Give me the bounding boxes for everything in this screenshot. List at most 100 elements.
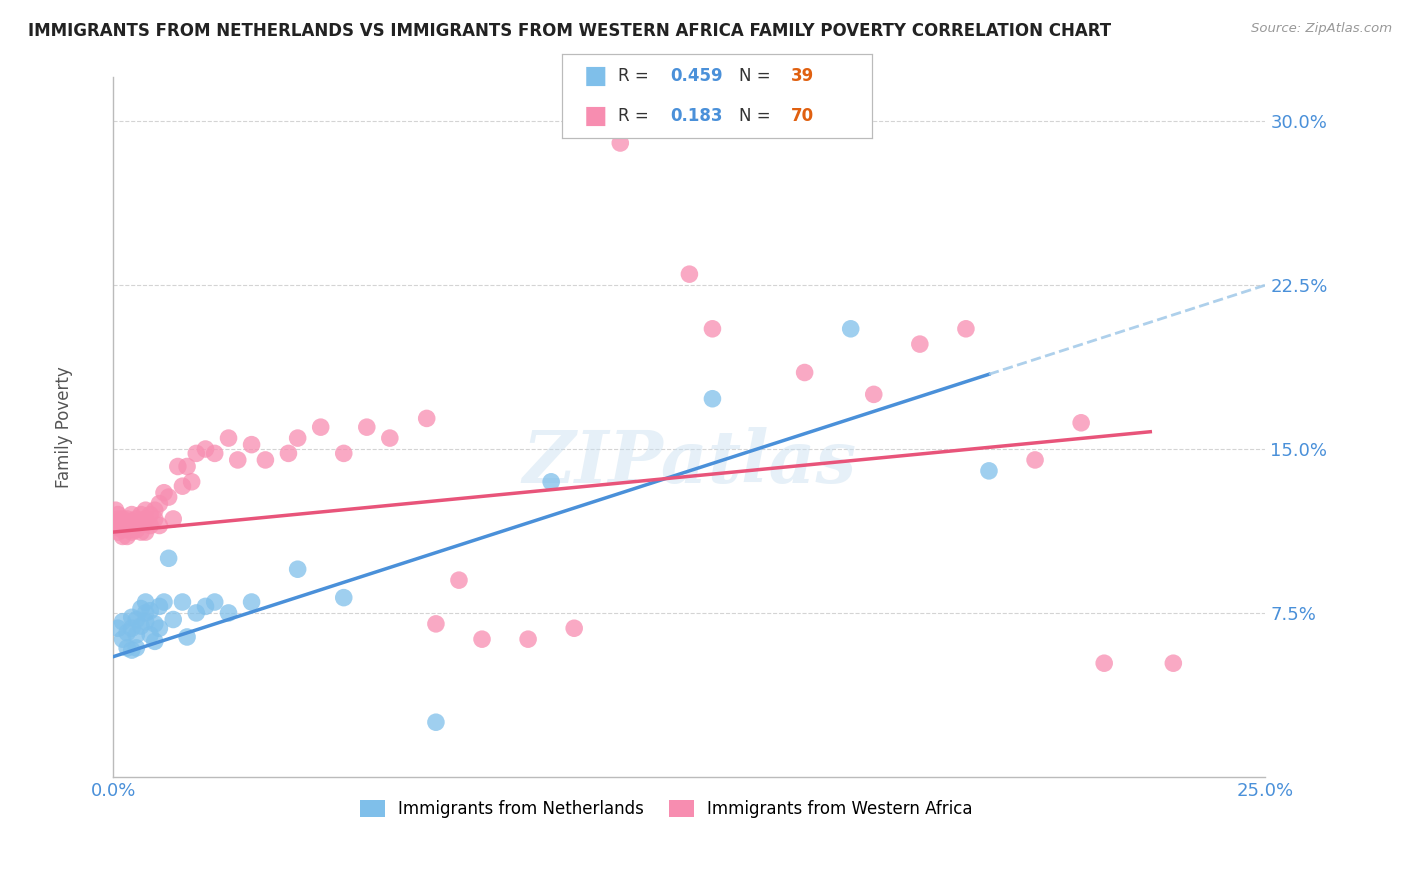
Point bbox=[277, 446, 299, 460]
Point bbox=[139, 518, 162, 533]
Point bbox=[194, 442, 217, 456]
Point bbox=[186, 446, 208, 460]
Point bbox=[153, 595, 176, 609]
Point bbox=[471, 632, 494, 647]
Point bbox=[104, 503, 127, 517]
Point bbox=[125, 523, 148, 537]
Text: 39: 39 bbox=[792, 67, 814, 85]
Point bbox=[153, 485, 176, 500]
Point bbox=[115, 518, 138, 533]
Point bbox=[204, 446, 226, 460]
Text: 0.459: 0.459 bbox=[671, 67, 723, 85]
Point bbox=[378, 431, 401, 445]
Point bbox=[125, 518, 148, 533]
Point bbox=[125, 640, 148, 655]
Point bbox=[139, 604, 162, 618]
Point bbox=[115, 529, 138, 543]
Point bbox=[977, 464, 1000, 478]
Point bbox=[111, 512, 134, 526]
Point bbox=[107, 508, 129, 522]
Point bbox=[447, 573, 470, 587]
Point bbox=[121, 643, 143, 657]
Y-axis label: Family Poverty: Family Poverty bbox=[55, 367, 73, 488]
Point bbox=[135, 512, 157, 526]
Point bbox=[148, 518, 170, 533]
Point bbox=[129, 619, 152, 633]
Point bbox=[121, 610, 143, 624]
Point bbox=[107, 521, 129, 535]
Point bbox=[125, 628, 148, 642]
Point bbox=[121, 523, 143, 537]
Point bbox=[135, 595, 157, 609]
Point bbox=[186, 606, 208, 620]
Point bbox=[425, 715, 447, 730]
Point bbox=[115, 625, 138, 640]
Point bbox=[862, 387, 884, 401]
Point bbox=[121, 621, 143, 635]
Point bbox=[955, 322, 977, 336]
Point bbox=[562, 621, 585, 635]
Point bbox=[1024, 453, 1046, 467]
Point bbox=[107, 621, 129, 635]
Point bbox=[121, 514, 143, 528]
Point bbox=[143, 512, 166, 526]
Point bbox=[157, 551, 180, 566]
Point bbox=[111, 516, 134, 531]
Point bbox=[702, 392, 724, 406]
Point bbox=[125, 512, 148, 526]
Text: ZIPatlas: ZIPatlas bbox=[523, 426, 856, 498]
Point bbox=[129, 524, 152, 539]
Point bbox=[287, 431, 309, 445]
Point bbox=[135, 503, 157, 517]
Point bbox=[143, 616, 166, 631]
Point bbox=[143, 503, 166, 517]
Point bbox=[540, 475, 562, 489]
Point bbox=[129, 601, 152, 615]
Point bbox=[678, 267, 700, 281]
Point bbox=[204, 595, 226, 609]
Point bbox=[254, 453, 277, 467]
Point bbox=[1163, 657, 1185, 671]
Point bbox=[135, 615, 157, 629]
Point bbox=[111, 615, 134, 629]
Point bbox=[240, 437, 263, 451]
Point bbox=[139, 508, 162, 522]
Point bbox=[172, 595, 194, 609]
Point bbox=[332, 591, 354, 605]
Point bbox=[135, 524, 157, 539]
Point bbox=[240, 595, 263, 609]
Text: R =: R = bbox=[619, 107, 654, 125]
Point bbox=[166, 459, 188, 474]
Point bbox=[218, 606, 240, 620]
Text: ■: ■ bbox=[583, 63, 607, 87]
Text: IMMIGRANTS FROM NETHERLANDS VS IMMIGRANTS FROM WESTERN AFRICA FAMILY POVERTY COR: IMMIGRANTS FROM NETHERLANDS VS IMMIGRANT… bbox=[28, 22, 1111, 40]
Point bbox=[148, 621, 170, 635]
Point bbox=[793, 366, 815, 380]
Point bbox=[1070, 416, 1092, 430]
Point bbox=[129, 508, 152, 522]
Point bbox=[121, 524, 143, 539]
Point bbox=[839, 322, 862, 336]
Point bbox=[129, 516, 152, 531]
Point bbox=[111, 529, 134, 543]
Point bbox=[425, 616, 447, 631]
Point bbox=[176, 459, 198, 474]
Point bbox=[194, 599, 217, 614]
Point bbox=[162, 613, 184, 627]
Point bbox=[107, 512, 129, 526]
Point bbox=[107, 524, 129, 539]
Point bbox=[609, 136, 631, 150]
Text: N =: N = bbox=[738, 107, 776, 125]
Text: ■: ■ bbox=[583, 104, 607, 128]
Text: Source: ZipAtlas.com: Source: ZipAtlas.com bbox=[1251, 22, 1392, 36]
Point bbox=[111, 523, 134, 537]
Point bbox=[176, 630, 198, 644]
Legend: Immigrants from Netherlands, Immigrants from Western Africa: Immigrants from Netherlands, Immigrants … bbox=[353, 793, 980, 824]
Point bbox=[148, 497, 170, 511]
Point bbox=[121, 508, 143, 522]
Point bbox=[115, 640, 138, 655]
Point bbox=[104, 518, 127, 533]
Point bbox=[356, 420, 378, 434]
Point bbox=[139, 628, 162, 642]
Point bbox=[135, 606, 157, 620]
